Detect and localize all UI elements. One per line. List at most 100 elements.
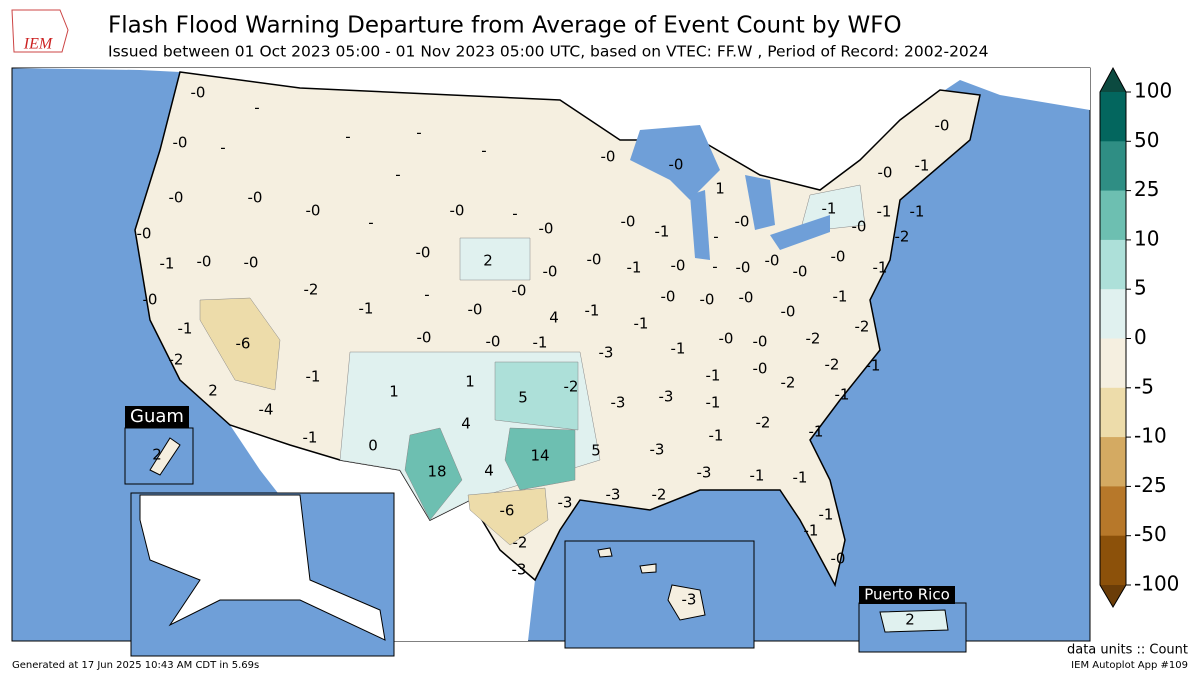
alaska-land <box>139 494 386 641</box>
wfo-label: -1 <box>793 469 808 487</box>
colorbar-bin <box>1100 239 1126 290</box>
wfo-label: -4 <box>259 401 274 419</box>
wfo-label: -0 <box>450 202 465 220</box>
wfo-label: -0 <box>143 291 158 309</box>
wfo-label: -0 <box>169 189 184 207</box>
colorbar-under <box>1100 585 1126 607</box>
wfo-label: - <box>345 128 350 146</box>
wfo-label: -0 <box>587 251 602 269</box>
wfo-label: -3 <box>606 486 621 504</box>
colorbar-bin <box>1100 289 1126 339</box>
wfo-label: - <box>395 166 400 184</box>
wfo-label: -2 <box>806 330 821 348</box>
colorbar-bin <box>1100 338 1126 389</box>
hawaii-inset <box>564 540 755 649</box>
wfo-label: -1 <box>585 302 600 320</box>
inset-title: Guam <box>130 406 184 427</box>
wfo-label: -2 <box>825 356 840 374</box>
wfo-label: -3 <box>599 344 614 362</box>
wfo-label: -1 <box>160 255 175 273</box>
wfo-label: -0 <box>719 330 734 348</box>
wfo-label: -0 <box>539 220 554 238</box>
footer-generated: Generated at 17 Jun 2025 10:43 AM CDT in… <box>12 660 259 671</box>
colorbar-bin <box>1100 387 1126 438</box>
wfo-label: -1 <box>822 200 837 218</box>
wfo-label: -0 <box>753 360 768 378</box>
wfo-label: - <box>512 205 517 223</box>
hawaii-land <box>597 547 657 574</box>
wfo-label: - <box>220 139 225 157</box>
wfo-label: -3 <box>611 394 626 412</box>
wfo-label: - <box>416 124 421 142</box>
wfo-label: -0 <box>739 289 754 307</box>
logo-outline <box>11 9 69 53</box>
wfo-label: -2 <box>855 318 870 336</box>
lake <box>690 190 710 260</box>
pr-land <box>879 609 949 633</box>
colorbar-tick-label: 0 <box>1134 325 1147 349</box>
wfo-label: -0 <box>244 254 259 272</box>
wfo-label: -0 <box>669 156 684 174</box>
wfo-label: -3 <box>650 441 665 459</box>
wfo-label: -0 <box>765 252 780 270</box>
colorbar-tick-label: 25 <box>1134 177 1159 201</box>
wfo-label: 2 <box>208 382 218 400</box>
subtitle: Issued between 01 Oct 2023 05:00 - 01 No… <box>108 43 989 61</box>
guam-land <box>149 437 181 476</box>
wfo-label: -3 <box>659 388 674 406</box>
wfo-label: -2 <box>652 486 667 504</box>
wfo-label: -3 <box>697 464 712 482</box>
wfo-label: -0 <box>601 148 616 166</box>
footer-units: data units :: Count <box>1067 643 1188 658</box>
wfo-label: -2 <box>169 351 184 369</box>
wfo-label: 0 <box>368 437 378 455</box>
wfo-label: 2 <box>152 446 162 464</box>
wfo-label: -0 <box>543 263 558 281</box>
canada <box>12 68 1090 190</box>
wfo-label: -3 <box>512 561 527 579</box>
wfo-label: -1 <box>655 223 670 241</box>
wfo-labels: -0--0 --0 -0-0- -----0 --0 2-0-0-0-0-0-1-01-0… <box>137 84 950 629</box>
wfo-label: 18 <box>427 463 446 481</box>
wfo-label: 2 <box>483 252 493 270</box>
wfo-label: -0 <box>621 213 636 231</box>
wfo-label: -0 <box>736 259 751 277</box>
logo: IEM <box>11 9 69 53</box>
wfo-label: - <box>712 258 717 276</box>
wfo-label: -0 <box>935 117 950 135</box>
colorbar-tick-label: -100 <box>1134 572 1179 596</box>
logo-text: IEM <box>23 36 54 53</box>
region <box>504 427 576 491</box>
wfo-label: -0 <box>671 257 686 275</box>
wfo-label: -0 <box>878 164 893 182</box>
wfo-label: -0 <box>486 333 501 351</box>
wfo-label: -2 <box>781 374 796 392</box>
wfo-label: -2 <box>895 228 910 246</box>
wfo-label: -0 <box>852 218 867 236</box>
wfo-label: -2 <box>756 414 771 432</box>
wfo-label: -2 <box>564 378 579 396</box>
colorbar-tick-label: -5 <box>1134 374 1154 398</box>
wfo-label: -0 <box>793 263 808 281</box>
wfo-label: -0 <box>468 301 483 319</box>
colorbar-bin <box>1100 437 1126 487</box>
wfo-label: -0 <box>781 303 796 321</box>
wfo-label: -1 <box>915 157 930 175</box>
colorbar-tick-label: 100 <box>1134 79 1172 103</box>
wfo-label: -6 <box>500 502 515 520</box>
wfo-label: -0 <box>512 282 527 300</box>
colorbar-tick-label: 10 <box>1134 226 1159 250</box>
wfo-label: -1 <box>634 315 649 333</box>
wfo-label: -0 <box>417 329 432 347</box>
wfo-label: -2 <box>304 281 319 299</box>
wfo-label: 1 <box>715 180 725 198</box>
wfo-label: -0 <box>753 333 768 351</box>
region <box>467 487 549 546</box>
wfo-label: -1 <box>835 386 850 404</box>
wfo-label: 4 <box>484 462 494 480</box>
colorbar-bin <box>1100 486 1126 537</box>
wfo-label: -0 <box>191 84 206 102</box>
wfo-label: 5 <box>591 442 601 460</box>
